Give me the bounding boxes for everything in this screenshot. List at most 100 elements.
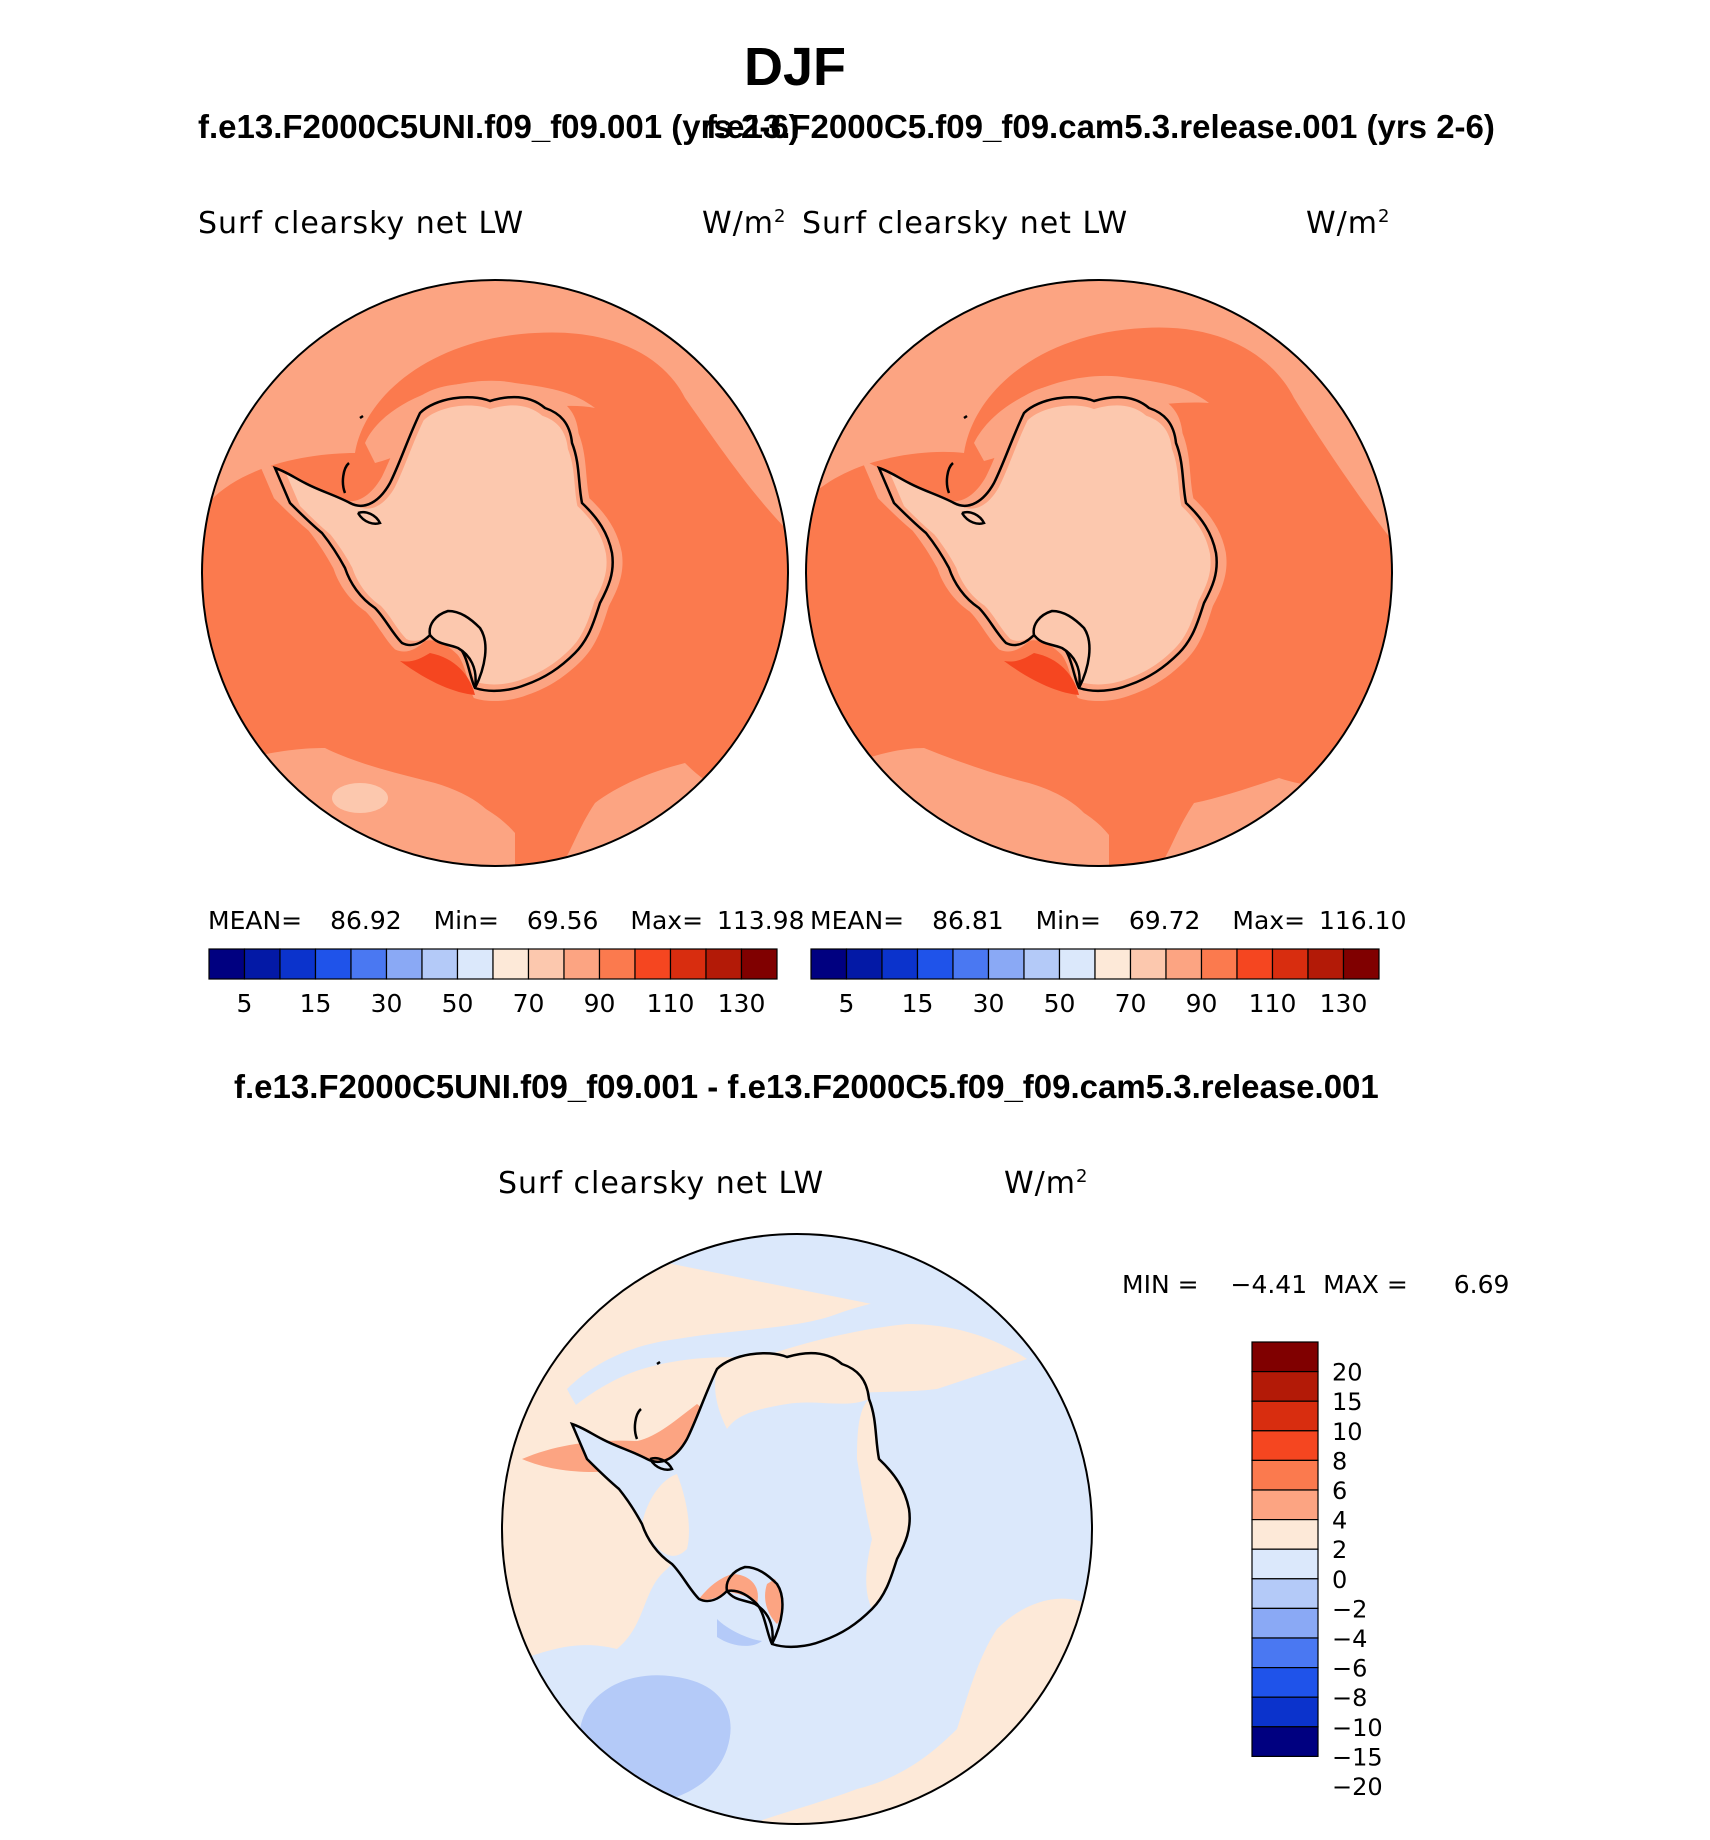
- colorbar-swatch: [1251, 1696, 1319, 1728]
- diff-positive-band: [502, 1324, 1027, 1549]
- colorbar-swatch: [1251, 1607, 1319, 1639]
- colorbar-right: 5 15 30 50 70 90 110 130: [810, 948, 1380, 1018]
- stats-right: MEAN= 86.81 Min= 69.72 Max= 116.10: [810, 906, 1406, 935]
- colorbar-swatch: [1251, 1637, 1319, 1669]
- colorbar-tick-label: 5: [839, 989, 855, 1018]
- colorbar-swatch: [385, 948, 423, 980]
- units-exponent: 2: [1076, 1166, 1089, 1187]
- colorbar-swatch: [1271, 948, 1309, 980]
- colorbar-swatch: [314, 948, 352, 980]
- colorbar-swatch: [881, 948, 919, 980]
- colorbar-swatch: [1251, 1341, 1319, 1373]
- min-label: Min=: [433, 906, 499, 935]
- colorbar-tick-label: 30: [371, 989, 403, 1018]
- peninsula-coast: [945, 462, 986, 525]
- colorbar-swatch: [1094, 948, 1132, 980]
- colorbar-tick-label: 130: [718, 989, 766, 1018]
- colorbar-swatch: [243, 948, 281, 980]
- variable-label-diff: Surf clearsky net LW: [498, 1166, 825, 1201]
- colorbar-swatch: [350, 948, 388, 980]
- colorbar-tick-label: −15: [1332, 1743, 1383, 1771]
- colorbar-swatch: [492, 948, 530, 980]
- colorbar-tick-label: 110: [1249, 989, 1297, 1018]
- colorbar-tick-label: −8: [1332, 1684, 1367, 1712]
- colorbar-swatch: [1307, 948, 1345, 980]
- mean-label: MEAN=: [208, 906, 303, 935]
- max-label: Max=: [1232, 906, 1306, 935]
- colorbar-tick-label: 90: [584, 989, 616, 1018]
- colorbar-swatch: [1129, 948, 1167, 980]
- colorbar-tick-label: −20: [1332, 1773, 1383, 1801]
- peninsula-coast: [633, 1408, 674, 1471]
- colorbar-swatch: [740, 948, 778, 980]
- colorbar-swatch: [598, 948, 636, 980]
- units-text: W/m: [1004, 1166, 1076, 1201]
- units-text: W/m: [702, 206, 774, 241]
- colorbar-tick-label: 15: [902, 989, 934, 1018]
- colorbar-swatch: [705, 948, 743, 980]
- units-exponent: 2: [1378, 206, 1391, 227]
- map-right: [805, 279, 1393, 867]
- mean-value: 86.92: [330, 906, 402, 935]
- colorbar-swatch: [1023, 948, 1061, 980]
- colorbar-tick-label: 50: [1044, 989, 1076, 1018]
- colorbar-swatch: [1251, 1519, 1319, 1550]
- units-exponent: 2: [774, 206, 787, 227]
- max-value: 6.69: [1453, 1270, 1510, 1299]
- colorbar-tick-label: 4: [1332, 1507, 1347, 1535]
- colorbar-swatch: [279, 948, 317, 980]
- colorbar-tick-label: 15: [300, 989, 332, 1018]
- colorbar-swatch: [1251, 1371, 1319, 1402]
- colorbar-swatch: [1251, 1400, 1319, 1432]
- map-boundary: [201, 279, 789, 867]
- colorbar-tick-label: 70: [1115, 989, 1147, 1018]
- units-label-right: W/m2: [1306, 206, 1390, 241]
- ross-sea-hotspot: [400, 653, 475, 695]
- colorbar-tick-label: 130: [1320, 989, 1368, 1018]
- map-boundary: [501, 1233, 1093, 1825]
- diff-positive-patch: [715, 1353, 869, 1429]
- colorbar-swatch: [916, 948, 954, 980]
- colorbar-swatch: [1251, 1430, 1319, 1462]
- figure-title: DJF: [744, 37, 847, 97]
- diff-positive-patch: [699, 1574, 758, 1604]
- min-label: Min=: [1035, 906, 1101, 935]
- colorbar-tick-label: 6: [1332, 1477, 1347, 1505]
- colorbar-tick-label: 5: [237, 989, 253, 1018]
- difference-title: f.e13.F2000C5UNI.f09_f09.001 - f.e13.F20…: [234, 1068, 1379, 1105]
- colorbar-swatch: [1058, 948, 1096, 980]
- ocean-min-patch: [332, 783, 388, 813]
- colorbar-swatch: [456, 948, 494, 980]
- colorbar-swatch: [987, 948, 1025, 980]
- colorbar-tick-label: 8: [1332, 1447, 1347, 1475]
- colorbar-swatch: [1251, 1459, 1319, 1491]
- units-label-diff: W/m2: [1004, 1166, 1088, 1201]
- colorbar-tick-label: 50: [442, 989, 474, 1018]
- colorbar-tick-label: −4: [1332, 1625, 1367, 1653]
- colorbar-tick-label: 30: [973, 989, 1005, 1018]
- colorbar-swatch: [1251, 1548, 1319, 1580]
- colorbar-swatch: [1251, 1726, 1319, 1757]
- colorbar-swatch: [634, 948, 672, 980]
- colorbar-tick-label: 20: [1332, 1359, 1363, 1387]
- case-title-left: f.e13.F2000C5UNI.f09_f09.001 (yrs 2-6): [198, 108, 800, 145]
- variable-label-left: Surf clearsky net LW: [198, 206, 525, 241]
- colorbar-left: 5 15 30 50 70 90 110 130: [208, 948, 778, 1018]
- colorbar-swatch: [1342, 948, 1380, 980]
- case-title-right: f.e13.F2000C5.f09_f09.cam5.3.release.001…: [706, 108, 1495, 145]
- colorbar-tick-label: −10: [1332, 1714, 1383, 1742]
- max-label: Max=: [630, 906, 704, 935]
- units-label-left: W/m2: [702, 206, 786, 241]
- variable-label-right: Surf clearsky net LW: [802, 206, 1129, 241]
- min-value: −4.41: [1230, 1270, 1308, 1299]
- map-left: [201, 279, 789, 867]
- diff-negative-patch: [717, 1619, 762, 1646]
- colorbar-swatch: [669, 948, 707, 980]
- diff-positive-patch: [642, 1474, 689, 1556]
- colorbar-tick-label: 2: [1332, 1536, 1347, 1564]
- colorbar-tick-label: −2: [1332, 1595, 1367, 1623]
- mean-value: 86.81: [932, 906, 1004, 935]
- diff-positive-patch: [857, 1399, 910, 1609]
- colorbar-swatch: [952, 948, 990, 980]
